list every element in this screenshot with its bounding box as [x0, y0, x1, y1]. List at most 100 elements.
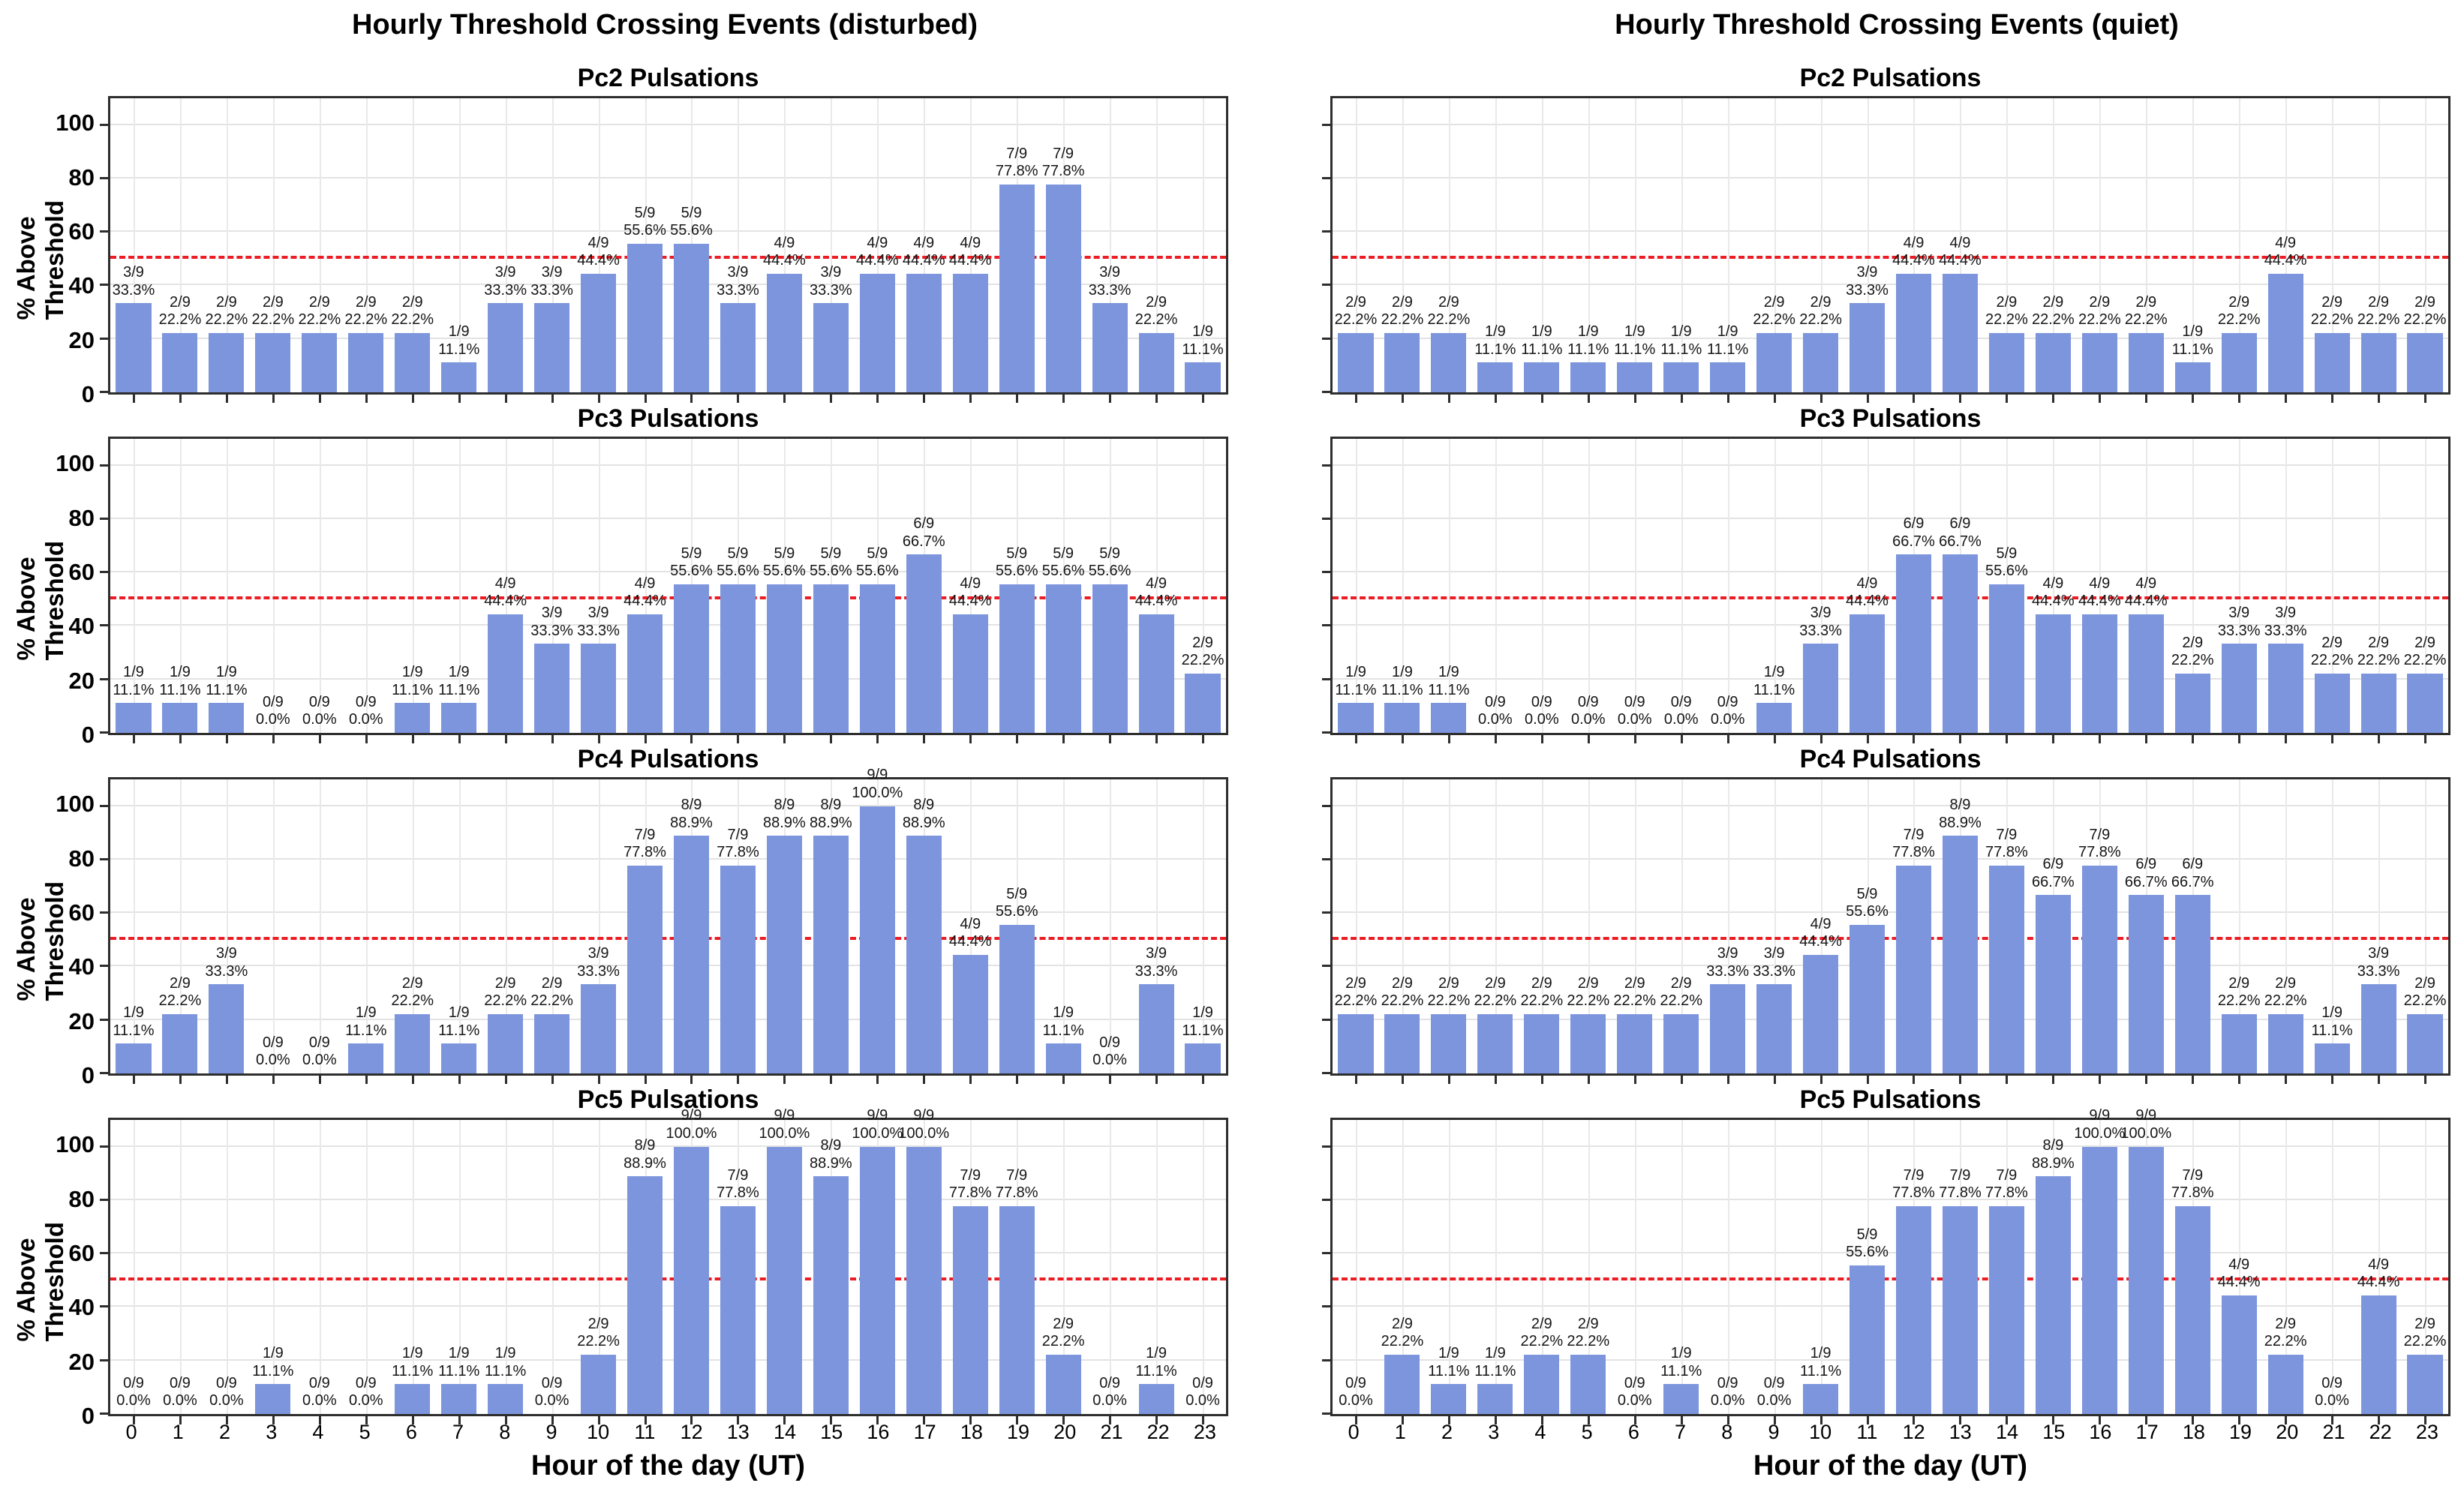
x-tick-label: 1	[1394, 1421, 1406, 1443]
x-tick-label: 5	[1581, 1421, 1593, 1443]
x-tick-mark	[1401, 1076, 1404, 1084]
bar-hour-19	[999, 584, 1035, 733]
bar-hour-13	[720, 865, 756, 1073]
bar-hour-9	[1756, 984, 1792, 1073]
x-tick-mark	[969, 1416, 972, 1424]
v-gridline	[1774, 1120, 1776, 1414]
bar-value-label: 5/9 55.6%	[1041, 545, 1085, 580]
x-tick-label: 15	[2042, 1421, 2066, 1443]
bar-hour-8	[488, 303, 524, 392]
bar-value-label: 6/9 66.7%	[2031, 856, 2075, 890]
x-tick-mark	[1354, 395, 1357, 403]
v-gridline	[2285, 1120, 2288, 1414]
x-tick-mark	[1959, 735, 1962, 743]
bar-value-label: 1/9 11.1%	[2171, 323, 2213, 358]
bar-value-label: 2/9 22.2%	[1660, 974, 1703, 1010]
x-tick-mark	[179, 1076, 182, 1084]
v-gridline	[412, 1120, 414, 1414]
bar-value-label: 0/9 0.0%	[1756, 1374, 1792, 1409]
bar-hour-6	[1617, 362, 1653, 392]
x-tick-label: 2	[1441, 1421, 1453, 1443]
chart-body: % Above Threshold 0 20 40 60 80 100 3/9 33.3% 2/9…	[11, 96, 1228, 407]
subplot-pc2-quiet: Pc2 Pulsations 2/9 22.2% 2/9 22.2% 2/9 22.2% 1/…	[1233, 62, 2450, 403]
x-tick-mark	[1016, 1076, 1019, 1084]
plot-area: 0/9 0.0% 2/9 22.2% 1/9 11.1% 1/9 11.1% 2/9 22.2% 2…	[1322, 1107, 2450, 1424]
bar-value-label: 3/9 33.3%	[1846, 264, 1889, 299]
x-tick-label: 17	[2135, 1421, 2159, 1443]
x-tick-mark	[1540, 1416, 1543, 1424]
x-tick-row: 0 1 2 3 4 5 6 7 8 9 10 11 12 13 14 15 16 17 18 19 20 21 22 23	[1330, 1416, 2450, 1446]
v-gridline	[970, 98, 972, 392]
bar-hour-10	[1803, 1384, 1839, 1414]
bar-hour-13	[1942, 554, 1978, 733]
x-tick-label: 6	[1627, 1421, 1639, 1443]
v-gridline	[2192, 439, 2195, 733]
v-gridline	[2332, 98, 2334, 392]
x-tick-mark	[1447, 395, 1450, 403]
bar-hour-22	[1138, 614, 1174, 733]
bar-hour-20	[2267, 644, 2303, 733]
bar-hour-19	[2221, 644, 2257, 733]
v-gridline	[365, 98, 368, 392]
bar-hour-4	[1524, 362, 1560, 392]
bar-value-label: 9/9 100.0%	[2074, 1107, 2126, 1142]
bar-hour-18	[952, 954, 988, 1073]
x-tick-mark	[132, 395, 135, 403]
v-gridline	[1448, 1120, 1450, 1414]
bar-value-label: 2/9 22.2%	[2031, 293, 2075, 329]
x-tick-mark	[1633, 395, 1636, 403]
y-axis-gutter	[1233, 777, 1330, 1076]
bar-hour-14	[766, 584, 802, 733]
x-tick-mark	[1354, 735, 1357, 743]
y-tick-label: 20	[68, 1007, 95, 1034]
h-gridline	[1333, 857, 2448, 860]
x-tick-mark	[2145, 395, 2148, 403]
bar-value-label: 1/9 11.1%	[1182, 323, 1224, 358]
bar-hour-16	[859, 1146, 895, 1414]
bar-value-label: 4/9 44.4%	[484, 575, 527, 610]
y-tick-mark	[100, 1252, 108, 1255]
bar-hour-10	[1803, 644, 1839, 733]
v-gridline	[1774, 779, 1776, 1073]
x-tick-mark	[318, 395, 321, 403]
x-tick-mark	[597, 735, 600, 743]
bar-value-label: 9/9 100.0%	[759, 1107, 810, 1142]
v-gridline	[1203, 439, 1205, 733]
v-gridline	[2099, 98, 2102, 392]
x-tick-mark	[597, 1416, 600, 1424]
v-gridline	[365, 779, 368, 1073]
bar-value-label: 8/9 88.9%	[1939, 797, 1982, 831]
bar-value-label: 2/9 22.2%	[2217, 974, 2261, 1010]
v-gridline	[551, 779, 554, 1073]
y-tick-mark	[100, 1145, 108, 1148]
x-tick-label: 4	[1534, 1421, 1546, 1443]
h-gridline	[110, 1305, 1226, 1307]
bar-value-label: 0/9 0.0%	[1478, 693, 1513, 728]
bar-value-label: 0/9 0.0%	[1570, 693, 1606, 728]
v-gridline	[2239, 779, 2241, 1073]
y-tick-mark	[100, 571, 108, 574]
v-gridline	[505, 1120, 507, 1414]
y-tick-mark	[1322, 857, 1330, 860]
bar-value-label: 2/9 22.2%	[577, 1315, 620, 1350]
bar-hour-23	[1185, 673, 1221, 733]
bar-value-label: 4/9 44.4%	[577, 234, 620, 269]
y-tick-mark	[100, 337, 108, 340]
v-gridline	[1820, 1120, 1822, 1414]
bar-value-label: 7/9 77.8%	[624, 826, 666, 861]
bar-value-label: 0/9 0.0%	[1092, 1034, 1127, 1069]
x-tick-mark	[1633, 1076, 1636, 1084]
bar-value-label: 2/9 22.2%	[1181, 634, 1224, 669]
bar-value-label: 1/9 11.1%	[438, 1345, 480, 1379]
bar-value-label: 0/9 0.0%	[302, 1374, 337, 1409]
x-tick-mark	[1680, 1076, 1683, 1084]
x-tick-mark	[876, 1416, 879, 1424]
x-tick-mark	[1447, 1076, 1450, 1084]
y-tick-mark	[100, 1198, 108, 1201]
v-gridline	[1867, 98, 1869, 392]
v-gridline	[2332, 779, 2334, 1073]
bar-hour-11	[1849, 303, 1886, 392]
threshold-line-50pct	[110, 936, 1226, 940]
bar-hour-3	[1477, 1013, 1513, 1073]
y-tick-mark	[100, 1358, 108, 1361]
